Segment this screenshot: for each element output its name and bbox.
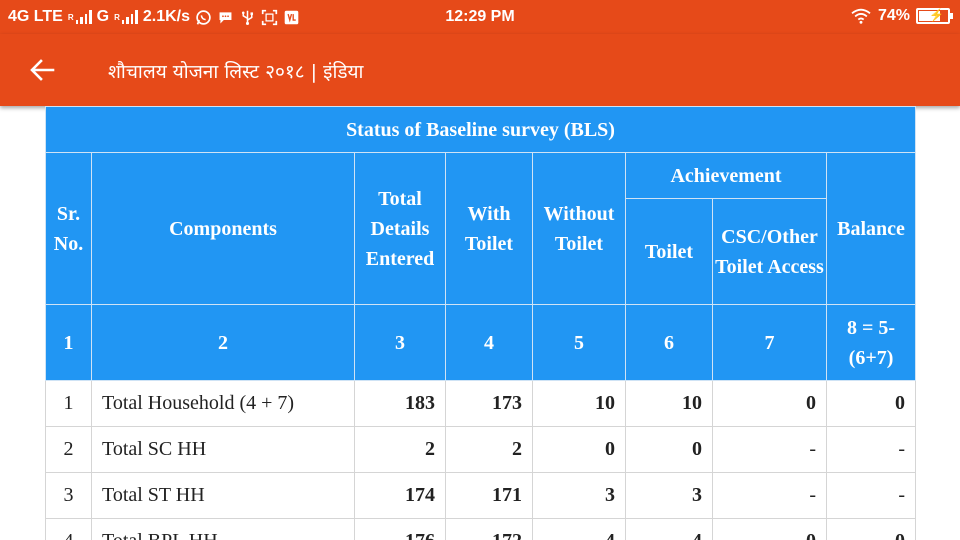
whatsapp-icon (196, 9, 211, 25)
app-title: शौचालय योजना लिस्ट २०१८ | इंडिया (108, 61, 364, 83)
cell-sr: 4 (45, 518, 92, 540)
bls-table-container[interactable]: Status of Baseline survey (BLS) Sr. No. … (44, 106, 917, 540)
cell-sr: 2 (45, 426, 92, 473)
cell-with-toilet: 172 (445, 518, 533, 540)
cell-sr: 1 (45, 380, 92, 427)
cell-total: 176 (354, 518, 446, 540)
col-number: 5 (532, 304, 626, 381)
app-bar: शौचालय योजना लिस्ट २०१८ | इंडिया (0, 34, 960, 106)
cell-total: 174 (354, 472, 446, 519)
table-row: 3 Total ST HH 174 171 3 3 - - (45, 472, 917, 519)
signal-icon (75, 10, 92, 24)
table-row: 1 Total Household (4 + 7) 183 173 10 10 … (45, 380, 917, 427)
cell-component: Total Household (4 + 7) (91, 380, 355, 427)
cell-total: 2 (354, 426, 446, 473)
table-row: 4 Total BPL HH 176 172 4 4 0 0 (45, 518, 917, 540)
network-label: 4G LTE (8, 8, 63, 25)
clock: 12:29 PM (445, 8, 515, 25)
col-number: 4 (445, 304, 533, 381)
cell-csc: - (712, 426, 827, 473)
header-balance: Balance (825, 152, 917, 305)
status-bar: 4G LTE R G R 2.1K/s 12:29 PM 74% ⚡ (0, 0, 960, 34)
col-number: 2 (91, 304, 355, 381)
cell-component: Total ST HH (91, 472, 355, 519)
cell-csc: 0 (712, 380, 827, 427)
cell-balance: - (825, 426, 917, 473)
battery-icon: ⚡ (916, 8, 953, 24)
status-right: 74% ⚡ (850, 7, 953, 25)
usb-icon (241, 10, 254, 25)
header-csc: CSC/Other Toilet Access (712, 198, 827, 305)
network-speed: 2.1K/s (142, 8, 190, 25)
header-without-toilet: Without Toilet (532, 152, 626, 305)
cell-with-toilet: 2 (445, 426, 533, 473)
cell-balance: - (825, 472, 917, 519)
header-total-details: Total Details Entered (354, 152, 446, 305)
col-number: 1 (45, 304, 92, 381)
cell-sr: 3 (45, 472, 92, 519)
table-row: 2 Total SC HH 2 2 0 0 - - (45, 426, 917, 473)
col-number: 8 = 5-(6+7) (825, 304, 917, 381)
cell-balance: 0 (825, 518, 917, 540)
cell-toilet: 3 (625, 472, 713, 519)
cell-csc: 0 (712, 518, 827, 540)
roaming-indicator: R (67, 12, 74, 22)
header-sr-no: Sr. No. (45, 152, 92, 305)
cell-with-toilet: 171 (445, 472, 533, 519)
cell-component: Total BPL HH (91, 518, 355, 540)
cell-without-toilet: 10 (532, 380, 626, 427)
header-components: Components (91, 152, 355, 305)
cell-without-toilet: 4 (532, 518, 626, 540)
back-arrow-icon[interactable] (28, 56, 56, 84)
chat-icon (219, 11, 232, 23)
cell-without-toilet: 3 (532, 472, 626, 519)
cell-with-toilet: 173 (445, 380, 533, 427)
status-left: 4G LTE R G R 2.1K/s (8, 8, 300, 26)
network2-label: G (96, 8, 110, 25)
cell-toilet: 0 (625, 426, 713, 473)
roaming-indicator-2: R (114, 12, 120, 22)
header-with-toilet: With Toilet (445, 152, 533, 305)
wifi-icon (851, 8, 871, 24)
cell-csc: - (712, 472, 827, 519)
header-achievement: Achievement (625, 152, 827, 199)
cell-balance: 0 (825, 380, 917, 427)
battery-percent: 74% (877, 7, 910, 24)
cell-toilet: 10 (625, 380, 713, 427)
col-number: 6 (625, 304, 713, 381)
screenshot-icon (261, 9, 278, 25)
cell-toilet: 4 (625, 518, 713, 540)
bls-table: Status of Baseline survey (BLS) Sr. No. … (44, 106, 917, 540)
cell-total: 183 (354, 380, 446, 427)
signal-icon-2 (121, 10, 138, 24)
cell-component: Total SC HH (91, 426, 355, 473)
charging-icon: ⚡ (929, 8, 944, 22)
col-number: 7 (712, 304, 827, 381)
battery-fill (919, 11, 940, 21)
cell-without-toilet: 0 (532, 426, 626, 473)
header-toilet: Toilet (625, 198, 713, 305)
table-title: Status of Baseline survey (BLS) (44, 106, 917, 153)
col-number: 3 (354, 304, 446, 381)
volte-icon (284, 10, 299, 24)
